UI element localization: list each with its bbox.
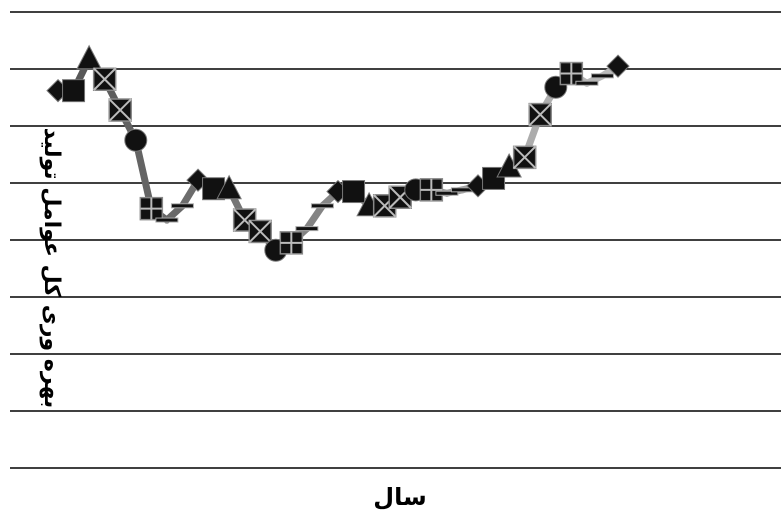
data-point (512, 145, 537, 170)
data-point (342, 180, 366, 204)
data-point (372, 194, 397, 218)
data-point (92, 67, 117, 92)
data-point (279, 231, 304, 255)
data-point (295, 226, 319, 232)
series-markers (46, 44, 630, 262)
data-point (528, 102, 552, 127)
data-point (155, 217, 179, 223)
data-point (248, 219, 272, 244)
data-point (108, 98, 132, 122)
data-point (575, 80, 599, 86)
x-axis-title: سال (373, 483, 426, 511)
data-point (606, 54, 630, 78)
y-axis-title: بهره وری کل عوامل تولید (39, 128, 64, 409)
data-point (419, 178, 444, 202)
data-point (559, 61, 584, 86)
data-point (76, 44, 102, 70)
gridlines (10, 11, 781, 469)
data-point (435, 190, 459, 196)
data-point (124, 128, 148, 152)
data-point (170, 203, 194, 209)
data-point (139, 196, 164, 221)
data-point (62, 79, 86, 103)
data-point (590, 73, 614, 79)
data-point (310, 203, 334, 209)
data-point (216, 174, 242, 200)
line-segment (303, 202, 326, 233)
